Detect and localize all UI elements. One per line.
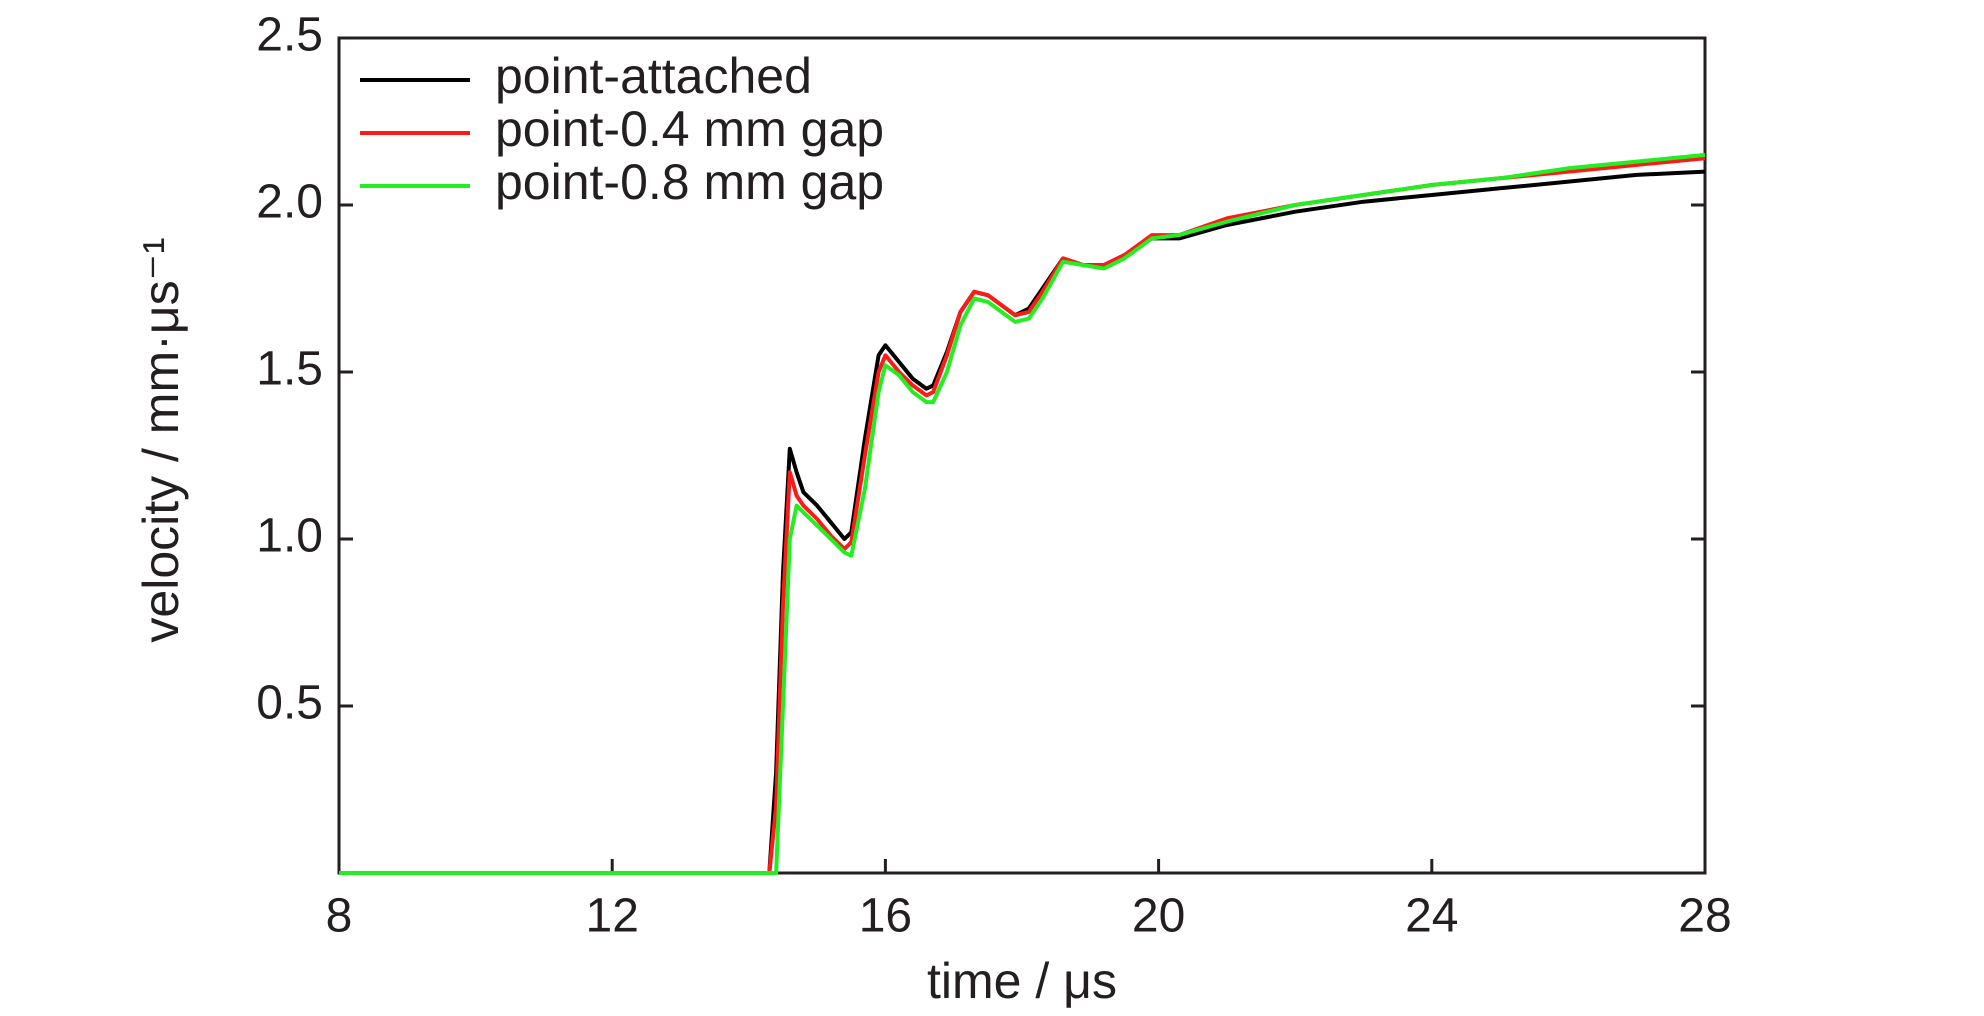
data-line	[339, 152, 1706, 875]
data-line	[339, 156, 1706, 875]
legend-label: point-attached	[495, 48, 812, 104]
y-tick-label: 2.5	[256, 9, 323, 62]
plot-frame	[337, 36, 1707, 875]
x-tick-label: 8	[326, 890, 353, 943]
x-tick-label: 24	[1405, 890, 1458, 943]
x-tick-label: 12	[586, 890, 639, 943]
legend-label: point-0.8 mm gap	[495, 154, 884, 210]
y-tick-label: 2.0	[256, 176, 323, 229]
legend-label: point-0.4 mm gap	[495, 101, 884, 157]
x-axis-label: time / μs	[927, 953, 1117, 1009]
y-tick-label: 1.0	[256, 510, 323, 563]
y-tick-label: 0.5	[256, 677, 323, 730]
x-tick-label: 16	[859, 890, 912, 943]
y-axis-label: velocity / mm·μs⁻¹	[133, 237, 189, 642]
data-line	[339, 169, 1706, 875]
y-tick-label: 1.5	[256, 343, 323, 396]
x-tick-label: 20	[1132, 890, 1185, 943]
x-tick-label: 28	[1678, 890, 1731, 943]
